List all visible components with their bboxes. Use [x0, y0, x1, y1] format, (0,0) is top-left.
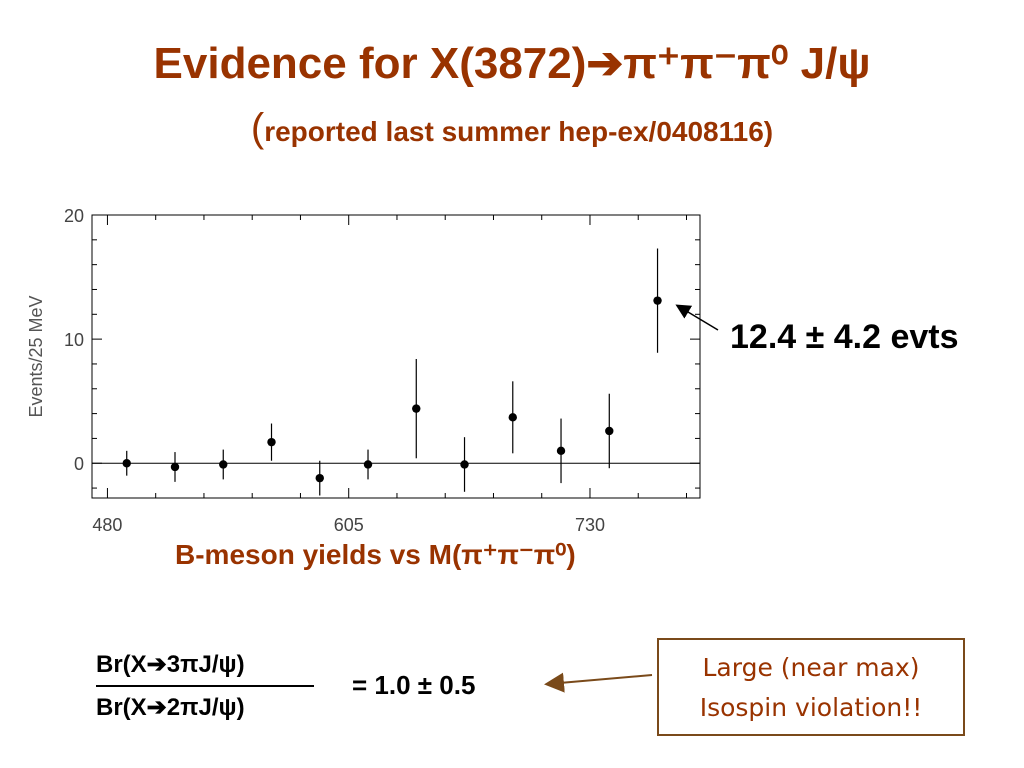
signal-arrow	[675, 304, 719, 331]
data-point	[170, 462, 180, 472]
data-point	[412, 404, 421, 413]
data-point	[315, 473, 324, 483]
data-point	[460, 460, 469, 469]
data-point	[122, 459, 131, 468]
note-line-2: Isospin violation!!	[699, 693, 923, 722]
yield-chart: 0 10 20 480 605 730 Events/25 MeV	[26, 206, 701, 535]
data-point	[556, 446, 566, 456]
y-tick-label: 20	[64, 206, 84, 226]
plot-frame	[91, 214, 701, 499]
note-arrow	[544, 672, 653, 693]
data-point	[219, 460, 228, 469]
y-tick-label: 10	[64, 330, 84, 350]
ratio-numerator: Br(X➔3πJ/ψ)	[96, 651, 245, 678]
subtitle-text: reported last summer hep-ex/0408116)	[264, 116, 774, 147]
fraction-bar	[96, 685, 314, 687]
y-tick-label: 0	[74, 454, 84, 474]
signal-yield-label: 12.4 ± 4.2 evts	[730, 318, 959, 356]
data-point	[605, 426, 614, 436]
slide-subtitle: (reported last summer hep-ex/0408116)	[0, 108, 1024, 152]
x-tick-label: 605	[334, 515, 364, 535]
ratio-result: = 1.0 ± 0.5	[352, 670, 476, 700]
x-tick-label: 730	[575, 515, 605, 535]
data-point	[363, 460, 373, 469]
branching-ratio: Br(X➔3πJ/ψ) Br(X➔2πJ/ψ)	[96, 650, 314, 722]
note-line-1: Large (near max)	[702, 653, 920, 682]
chart-caption: B-meson yields vs M(π⁺π⁻π⁰)	[175, 539, 576, 570]
data-point	[653, 296, 662, 305]
y-axis-label: Events/25 MeV	[26, 295, 46, 417]
slide-title: Evidence for X(3872)➔π⁺π⁻π⁰ J/ψ	[153, 39, 871, 88]
subtitle-open-paren: (	[250, 106, 265, 150]
x-tick-label: 480	[92, 515, 122, 535]
ratio-denominator: Br(X➔2πJ/ψ)	[96, 694, 245, 721]
data-point	[508, 413, 517, 422]
chart-container: 0 10 20 480 605 730 Events/25 MeV	[20, 195, 740, 535]
isospin-note-box: Large (near max) Isospin violation!!	[657, 638, 965, 736]
data-point	[267, 437, 276, 447]
